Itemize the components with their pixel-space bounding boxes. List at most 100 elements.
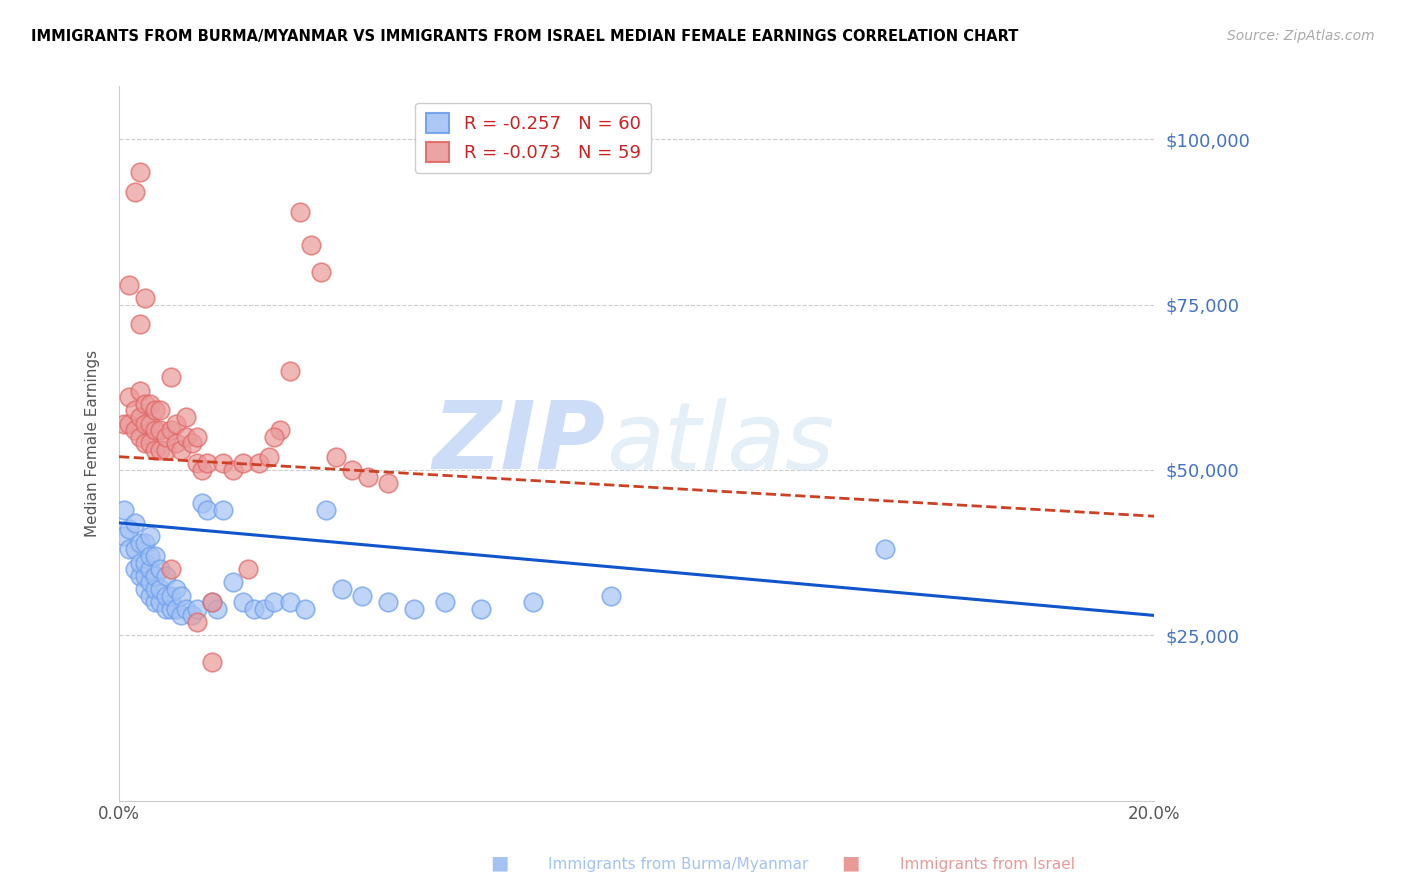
Point <box>134 556 156 570</box>
Point <box>149 443 172 458</box>
Point <box>128 318 150 332</box>
Point <box>155 443 177 458</box>
Point <box>165 602 187 616</box>
Point <box>149 582 172 596</box>
Point <box>139 562 162 576</box>
Point <box>149 595 172 609</box>
Point <box>128 568 150 582</box>
Point <box>165 436 187 450</box>
Point <box>124 562 146 576</box>
Point <box>143 595 166 609</box>
Point <box>134 291 156 305</box>
Point <box>195 456 218 470</box>
Point <box>176 430 198 444</box>
Point <box>315 502 337 516</box>
Point <box>195 502 218 516</box>
Point <box>149 403 172 417</box>
Point <box>124 542 146 557</box>
Point <box>118 542 141 557</box>
Point <box>176 410 198 425</box>
Point <box>211 502 233 516</box>
Point <box>269 423 291 437</box>
Point <box>118 390 141 404</box>
Point <box>143 403 166 417</box>
Point <box>155 568 177 582</box>
Point <box>377 595 399 609</box>
Point <box>159 589 181 603</box>
Point <box>522 595 544 609</box>
Point <box>247 456 270 470</box>
Point <box>155 589 177 603</box>
Point <box>124 423 146 437</box>
Point <box>149 562 172 576</box>
Point <box>253 602 276 616</box>
Point <box>124 403 146 417</box>
Point <box>139 549 162 563</box>
Point <box>186 430 208 444</box>
Point <box>170 608 193 623</box>
Point <box>352 589 374 603</box>
Point <box>309 264 332 278</box>
Point <box>143 549 166 563</box>
Point <box>434 595 457 609</box>
Point <box>170 443 193 458</box>
Point <box>143 423 166 437</box>
Y-axis label: Median Female Earnings: Median Female Earnings <box>86 350 100 537</box>
Point <box>134 436 156 450</box>
Point <box>134 535 156 549</box>
Point <box>112 529 135 543</box>
Point <box>222 575 245 590</box>
Point <box>124 185 146 199</box>
Point <box>180 436 202 450</box>
Text: ■: ■ <box>489 853 509 872</box>
Point <box>134 568 156 582</box>
Point <box>232 595 254 609</box>
Point <box>118 417 141 431</box>
Point <box>128 430 150 444</box>
Text: ZIP: ZIP <box>433 398 606 490</box>
Text: ■: ■ <box>841 853 860 872</box>
Point <box>875 542 897 557</box>
Point <box>263 430 285 444</box>
Point <box>330 582 353 596</box>
Point <box>143 443 166 458</box>
Point <box>118 523 141 537</box>
Point <box>139 529 162 543</box>
Point <box>143 582 166 596</box>
Point <box>201 595 224 609</box>
Point <box>263 595 285 609</box>
Point <box>599 589 621 603</box>
Point <box>170 589 193 603</box>
Point <box>134 582 156 596</box>
Point <box>139 575 162 590</box>
Point <box>159 602 181 616</box>
Point <box>165 582 187 596</box>
Point <box>257 450 280 464</box>
Point <box>186 615 208 629</box>
Point <box>186 456 208 470</box>
Point <box>118 277 141 292</box>
Point <box>155 602 177 616</box>
Point <box>232 456 254 470</box>
Text: Immigrants from Burma/Myanmar: Immigrants from Burma/Myanmar <box>548 857 808 871</box>
Point <box>159 562 181 576</box>
Point <box>112 417 135 431</box>
Point <box>128 535 150 549</box>
Point <box>180 608 202 623</box>
Point <box>128 165 150 179</box>
Point <box>294 602 316 616</box>
Point <box>191 496 214 510</box>
Point <box>128 384 150 398</box>
Point <box>139 417 162 431</box>
Point <box>340 463 363 477</box>
Point <box>207 602 229 616</box>
Point <box>356 469 378 483</box>
Point <box>299 238 322 252</box>
Point <box>242 602 264 616</box>
Point <box>159 370 181 384</box>
Point <box>112 502 135 516</box>
Point <box>128 410 150 425</box>
Point <box>165 417 187 431</box>
Point <box>201 595 224 609</box>
Point <box>143 568 166 582</box>
